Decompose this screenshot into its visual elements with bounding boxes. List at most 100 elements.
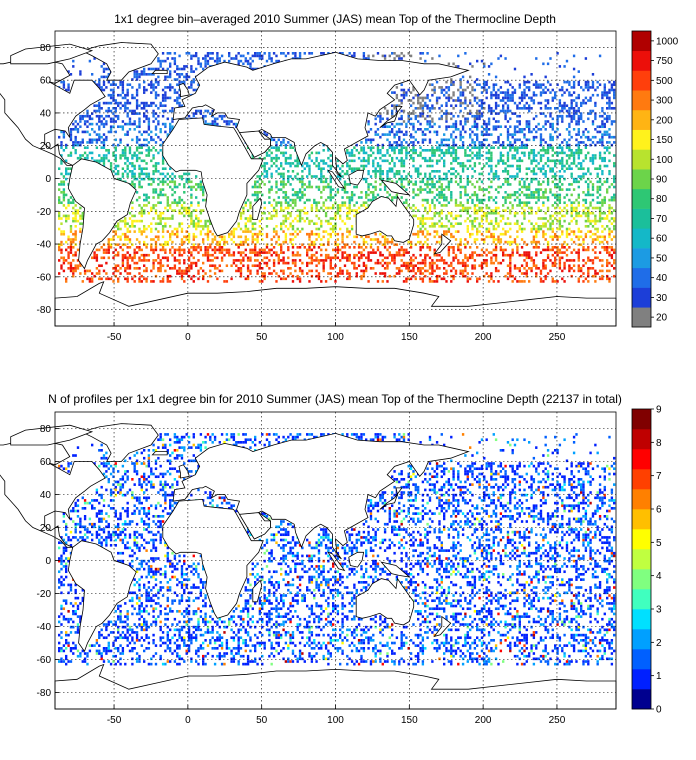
data-bin — [523, 143, 526, 147]
data-bin — [223, 238, 226, 241]
data-bin — [74, 143, 77, 147]
data-bin — [518, 170, 521, 173]
data-bin — [195, 217, 198, 220]
data-bin — [483, 188, 486, 191]
data-bin — [251, 238, 254, 241]
data-bin — [190, 211, 193, 215]
data-bin — [230, 238, 233, 241]
data-bin — [301, 227, 304, 231]
data-bin — [365, 180, 368, 184]
data-bin — [280, 162, 283, 165]
data-bin — [412, 253, 415, 257]
data-bin — [516, 267, 519, 270]
data-bin — [544, 107, 547, 110]
data-bin — [608, 230, 611, 233]
data-bin — [154, 222, 158, 226]
data-bin — [539, 183, 543, 186]
data-bin — [433, 253, 436, 257]
data-bin — [223, 280, 226, 283]
data-bin — [391, 167, 394, 171]
data-bin — [275, 164, 278, 168]
data-bin — [490, 256, 493, 260]
data-bin — [598, 259, 602, 262]
data-bin — [209, 122, 212, 126]
data-bin — [159, 217, 162, 220]
data-bin — [119, 141, 122, 144]
data-bin — [549, 235, 552, 239]
data-bin — [596, 201, 599, 205]
data-bin — [504, 177, 507, 181]
data-bin — [124, 222, 127, 226]
data-bin — [504, 198, 507, 202]
data-bin — [60, 243, 63, 247]
data-bin — [220, 235, 224, 239]
data-bin — [376, 259, 380, 262]
data-bin — [494, 107, 498, 110]
data-bin — [95, 259, 99, 262]
data-bin — [86, 156, 89, 160]
data-bin — [424, 206, 427, 210]
data-bin — [102, 117, 106, 121]
data-bin — [450, 222, 453, 226]
data-bin — [402, 261, 406, 265]
data-bin — [511, 251, 514, 254]
data-bin — [58, 246, 61, 249]
data-bin — [343, 185, 347, 189]
data-bin — [121, 256, 125, 260]
data-bin — [412, 196, 415, 199]
data-bin — [135, 156, 139, 160]
data-bin — [329, 256, 332, 260]
data-bin — [483, 198, 486, 202]
data-bin — [88, 114, 92, 118]
data-bin — [365, 201, 368, 205]
data-bin — [494, 269, 498, 273]
data-bin — [242, 259, 245, 262]
data-bin — [341, 232, 344, 236]
data-bin — [476, 193, 479, 197]
data-bin — [542, 149, 545, 152]
data-bin — [464, 274, 467, 278]
data-bin — [504, 240, 507, 244]
data-bin — [438, 154, 441, 157]
data-bin — [169, 130, 172, 134]
data-bin — [509, 243, 512, 247]
data-bin — [374, 133, 377, 136]
data-bin — [528, 130, 531, 134]
data-bin — [327, 164, 330, 168]
data-bin — [610, 206, 614, 210]
data-bin — [407, 180, 410, 184]
data-bin — [426, 164, 429, 168]
data-bin — [435, 264, 439, 268]
data-bin — [409, 240, 413, 244]
data-bin — [520, 211, 524, 215]
data-bin — [301, 269, 304, 273]
data-bin — [310, 185, 314, 189]
data-bin — [58, 135, 61, 139]
data-bin — [516, 104, 519, 108]
data-bin — [509, 143, 512, 147]
data-bin — [117, 243, 120, 247]
data-bin — [398, 177, 401, 181]
data-bin — [440, 204, 443, 207]
data-bin — [490, 209, 493, 212]
data-bin — [381, 243, 384, 247]
data-bin — [232, 227, 236, 231]
data-bin — [239, 253, 243, 257]
data-bin — [580, 267, 583, 270]
data-bin — [473, 204, 477, 207]
data-bin — [490, 180, 493, 184]
data-bin — [558, 185, 562, 189]
data-bin — [516, 130, 519, 134]
data-bin — [154, 240, 158, 244]
data-bin — [301, 175, 304, 178]
data-bin — [485, 264, 488, 268]
data-bin — [497, 225, 500, 228]
data-bin — [454, 222, 458, 226]
data-bin — [546, 159, 550, 163]
data-bin — [393, 146, 396, 150]
data-bin — [157, 253, 160, 257]
data-bin — [589, 159, 592, 163]
data-bin — [237, 259, 240, 262]
data-bin — [161, 211, 165, 215]
data-bin — [176, 248, 179, 252]
